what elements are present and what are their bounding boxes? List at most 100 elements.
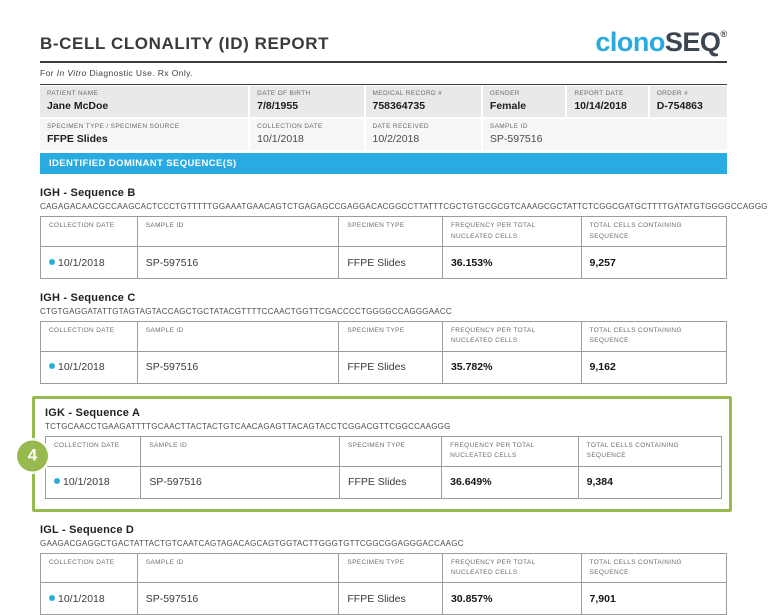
frequency-header: FREQUENCY PER TOTAL NUCLEATED CELLS <box>441 216 582 248</box>
total-cells-cell: 9,384 <box>577 465 723 499</box>
collection-date-label: COLLECTION DATE <box>257 123 323 131</box>
order-number-value: D-754863 <box>656 100 703 113</box>
sequence-data-table: COLLECTION DATE SAMPLE ID SPECIMEN TYPE … <box>40 216 728 280</box>
order-number-cell: ORDER # D-754863 <box>649 86 727 118</box>
frequency-cell: 30.857% <box>441 582 582 615</box>
collection-date-cell: 10/1/2018 <box>40 246 138 280</box>
collection-date-header: COLLECTION DATE <box>40 552 138 584</box>
frequency-cell: 35.782% <box>441 350 582 384</box>
table-row: 10/1/2018 SP-597516 FFPE Slides 35.782% … <box>40 350 728 384</box>
sequence-section-igk-a: IGK - Sequence A TCTGCAACCTGAAGATTTTGCAA… <box>44 407 723 499</box>
specimen-type-header: SPECIMEN TYPE <box>338 552 443 584</box>
dna-sequence: TCTGCAACCTGAAGATTTTGCAACTTACTACTGTCAACAG… <box>45 421 451 431</box>
total-cells-header: TOTAL CELLS CONTAINING SEQUENCE <box>580 216 728 248</box>
report-date-cell: REPORT DATE 10/14/2018 <box>567 86 648 118</box>
sample-id-header: SAMPLE ID <box>136 321 340 352</box>
sample-id-cell: SP-597516 <box>140 465 341 499</box>
clonoseq-logo: clonoSEQ® <box>595 27 727 57</box>
logo-part-seq: SEQ <box>664 27 721 57</box>
collection-date-value: 10/1/2018 <box>257 133 304 146</box>
sample-id-header: SAMPLE ID <box>136 552 340 584</box>
collection-date-cell: COLLECTION DATE 10/1/2018 <box>250 119 364 151</box>
sequence-section-igh-c: IGH - Sequence C CTGTGAGGATATTGTAGTAGTAC… <box>40 292 728 384</box>
sample-id-cell: SP-597516 <box>136 246 340 280</box>
sequence-data-table: COLLECTION DATE SAMPLE ID SPECIMEN TYPE … <box>40 552 728 615</box>
frequency-cell: 36.153% <box>441 246 582 280</box>
sample-dot-icon <box>49 594 55 601</box>
medical-record-label: MEDICAL RECORD # <box>372 90 443 98</box>
specimen-type-cell: FFPE Slides <box>338 246 443 280</box>
table-row: 10/1/2018 SP-597516 FFPE Slides 30.857% … <box>40 582 728 615</box>
sequence-data-table: COLLECTION DATE SAMPLE ID SPECIMEN TYPE … <box>44 435 723 499</box>
collection-date-cell: 10/1/2018 <box>44 465 142 499</box>
frequency-header: FREQUENCY PER TOTAL NUCLEATED CELLS <box>441 435 579 467</box>
sequence-section-igh-b: IGH - Sequence B CAGAGACAACGCCAAGCACTCCC… <box>40 187 768 280</box>
total-cells-header: TOTAL CELLS CONTAINING SEQUENCE <box>577 435 723 467</box>
total-cells-cell: 9,162 <box>580 350 728 384</box>
disclaimer-suffix: Diagnostic Use. Rx Only. <box>86 68 193 79</box>
table-row: 10/1/2018 SP-597516 FFPE Slides 36.649% … <box>44 465 723 499</box>
gender-value: Female <box>489 100 527 113</box>
report-date-label: REPORT DATE <box>574 90 624 98</box>
patient-name-label: PATIENT NAME <box>47 90 99 98</box>
total-cells-cell: 9,257 <box>580 246 728 280</box>
sample-id-cell: SAMPLE ID SP-597516 <box>482 119 727 151</box>
date-received-label: DATE RECEIVED <box>372 123 429 131</box>
specimen-type-cell: FFPE Slides <box>339 465 443 499</box>
table-header-row: COLLECTION DATE SAMPLE ID SPECIMEN TYPE … <box>40 321 728 352</box>
specimen-type-value: FFPE Slides <box>47 133 108 146</box>
gender-label: GENDER <box>489 90 520 98</box>
total-cells-header: TOTAL CELLS CONTAINING SEQUENCE <box>580 321 728 352</box>
collection-date-cell: 10/1/2018 <box>40 582 138 615</box>
medical-record-value: 758364735 <box>372 100 426 113</box>
collection-date-value: 10/1/2018 <box>58 592 105 605</box>
date-received-value: 10/2/2018 <box>372 133 420 146</box>
logo-part-clono: clono <box>595 27 665 57</box>
report-date-value: 10/14/2018 <box>574 100 627 113</box>
identified-dominant-sequences-banner: IDENTIFIED DOMINANT SEQUENCE(S) <box>40 153 727 175</box>
table-header-row: COLLECTION DATE SAMPLE ID SPECIMEN TYPE … <box>40 552 728 584</box>
medical-record-cell: MEDICAL RECORD # 758364735 <box>365 86 481 118</box>
specimen-type-header: SPECIMEN TYPE <box>338 321 443 352</box>
table-header-row: COLLECTION DATE SAMPLE ID SPECIMEN TYPE … <box>44 435 723 467</box>
patient-info-table: PATIENT NAME Jane McDoe DATE OF BIRTH 7/… <box>40 84 727 151</box>
annotation-highlight-box: 4 IGK - Sequence A TCTGCAACCTGAAGATTTTGC… <box>17 395 732 512</box>
collection-date-header: COLLECTION DATE <box>40 216 138 248</box>
sequence-section-igl-d: IGL - Sequence D GAAGACGAGGCTGACTATTACTG… <box>40 523 728 615</box>
table-header-row: COLLECTION DATE SAMPLE ID SPECIMEN TYPE … <box>40 216 728 248</box>
patient-name-value: Jane McDoe <box>47 100 109 113</box>
patient-name-cell: PATIENT NAME Jane McDoe <box>40 86 249 118</box>
specimen-type-label: SPECIMEN TYPE / SPECIMEN SOURCE <box>47 123 180 131</box>
collection-date-header: COLLECTION DATE <box>44 435 142 467</box>
sequence-title: IGH - Sequence C <box>40 292 136 305</box>
page-title: B-CELL CLONALITY (ID) REPORT <box>40 34 330 54</box>
sample-id-header: SAMPLE ID <box>136 216 340 248</box>
date-of-birth-value: 7/8/1955 <box>257 100 299 113</box>
collection-date-value: 10/1/2018 <box>58 256 105 269</box>
date-of-birth-cell: DATE OF BIRTH 7/8/1955 <box>250 86 364 118</box>
table-row: 10/1/2018 SP-597516 FFPE Slides 36.153% … <box>40 246 728 280</box>
collection-date-cell: 10/1/2018 <box>40 350 138 384</box>
collection-date-value: 10/1/2018 <box>58 361 105 374</box>
sequence-title: IGH - Sequence B <box>40 187 136 200</box>
patient-info-grid: PATIENT NAME Jane McDoe DATE OF BIRTH 7/… <box>40 86 727 151</box>
specimen-type-cell: FFPE Slides <box>338 350 443 384</box>
regulatory-disclaimer: For In Vitro Diagnostic Use. Rx Only. <box>40 63 727 84</box>
sample-id-cell: SP-597516 <box>136 582 340 615</box>
sample-dot-icon <box>49 363 55 370</box>
collection-date-value: 10/1/2018 <box>63 476 110 489</box>
sample-dot-icon <box>54 478 60 485</box>
specimen-type-header: SPECIMEN TYPE <box>339 435 443 467</box>
collection-date-header: COLLECTION DATE <box>40 321 138 352</box>
sample-id-label: SAMPLE ID <box>489 123 528 131</box>
specimen-type-header: SPECIMEN TYPE <box>338 216 443 248</box>
sequence-title: IGL - Sequence D <box>40 523 135 536</box>
report-header: B-CELL CLONALITY (ID) REPORT clonoSEQ® <box>40 27 727 64</box>
registered-trademark-icon: ® <box>720 29 727 39</box>
dna-sequence: GAAGACGAGGCTGACTATTACTGTCAATCAGTAGACAGCA… <box>40 538 464 548</box>
sample-dot-icon <box>49 258 55 265</box>
frequency-header: FREQUENCY PER TOTAL NUCLEATED CELLS <box>441 552 582 584</box>
total-cells-cell: 7,901 <box>580 582 728 615</box>
order-number-label: ORDER # <box>656 90 689 98</box>
specimen-type-cell: FFPE Slides <box>338 582 443 615</box>
